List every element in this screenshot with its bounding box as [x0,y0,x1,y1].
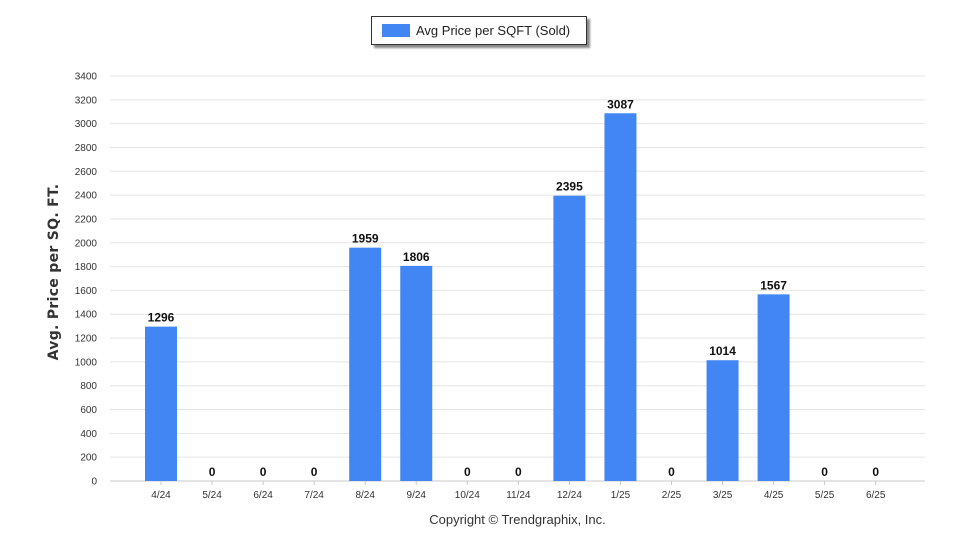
y-tick-label: 1800 [75,262,98,273]
data-label: 0 [464,465,471,479]
y-tick-label: 2400 [75,191,98,202]
data-label: 0 [821,465,828,479]
data-label: 1567 [760,278,787,292]
data-label: 1806 [403,250,430,264]
y-tick-label: 3400 [75,72,98,83]
y-tick-label: 0 [91,477,97,488]
x-tick-label: 12/24 [557,490,582,501]
chart-legend: Avg Price per SQFT (Sold) [371,16,587,45]
data-label: 0 [260,465,267,479]
y-tick-label: 3000 [75,119,98,130]
data-label: 0 [515,465,522,479]
x-tick-label: 3/25 [713,490,733,501]
bar [553,195,586,481]
bar [604,113,637,482]
data-label: 0 [872,465,879,479]
data-label: 1296 [148,311,175,325]
x-tick-label: 9/24 [407,490,427,501]
data-label: 2395 [556,180,583,194]
x-tick-label: 11/24 [506,490,531,501]
x-tick-label: 8/24 [355,490,375,501]
x-tick-label: 6/25 [866,490,886,501]
x-tick-label: 4/24 [151,490,171,501]
x-tick-label: 6/24 [253,490,273,501]
data-label: 0 [209,465,216,479]
x-tick-label: 5/24 [202,490,222,501]
data-label: 1959 [352,232,379,246]
y-tick-label: 400 [80,429,97,440]
y-tick-label: 2800 [75,143,98,154]
legend-label: Avg Price per SQFT (Sold) [416,23,571,38]
bar [757,294,790,481]
x-tick-label: 5/25 [815,490,835,501]
bar [349,247,382,481]
data-label: 1014 [709,344,736,358]
bar [706,360,739,481]
x-tick-label: 10/24 [455,490,480,501]
data-label: 0 [668,465,675,479]
y-tick-label: 1400 [75,310,98,321]
y-tick-label: 1000 [75,357,98,368]
bar [145,326,177,481]
y-tick-label: 600 [80,405,97,416]
bar [400,265,433,481]
y-tick-label: 2000 [75,238,98,249]
y-tick-label: 800 [80,381,97,392]
y-tick-label: 200 [80,453,97,464]
y-tick-label: 2200 [75,214,98,225]
data-label: 0 [311,465,318,479]
y-tick-label: 3200 [75,95,98,106]
y-tick-label: 1600 [75,286,98,297]
legend-swatch [382,24,410,37]
x-tick-label: 4/25 [764,490,784,501]
copyright-text: Copyright © Trendgraphix, Inc. [429,512,606,527]
data-label: 3087 [607,97,634,111]
x-tick-label: 7/24 [304,490,324,501]
y-tick-label: 2600 [75,167,98,178]
x-tick-label: 2/25 [662,490,682,501]
x-tick-label: 1/25 [611,490,631,501]
y-tick-label: 1200 [75,334,98,345]
